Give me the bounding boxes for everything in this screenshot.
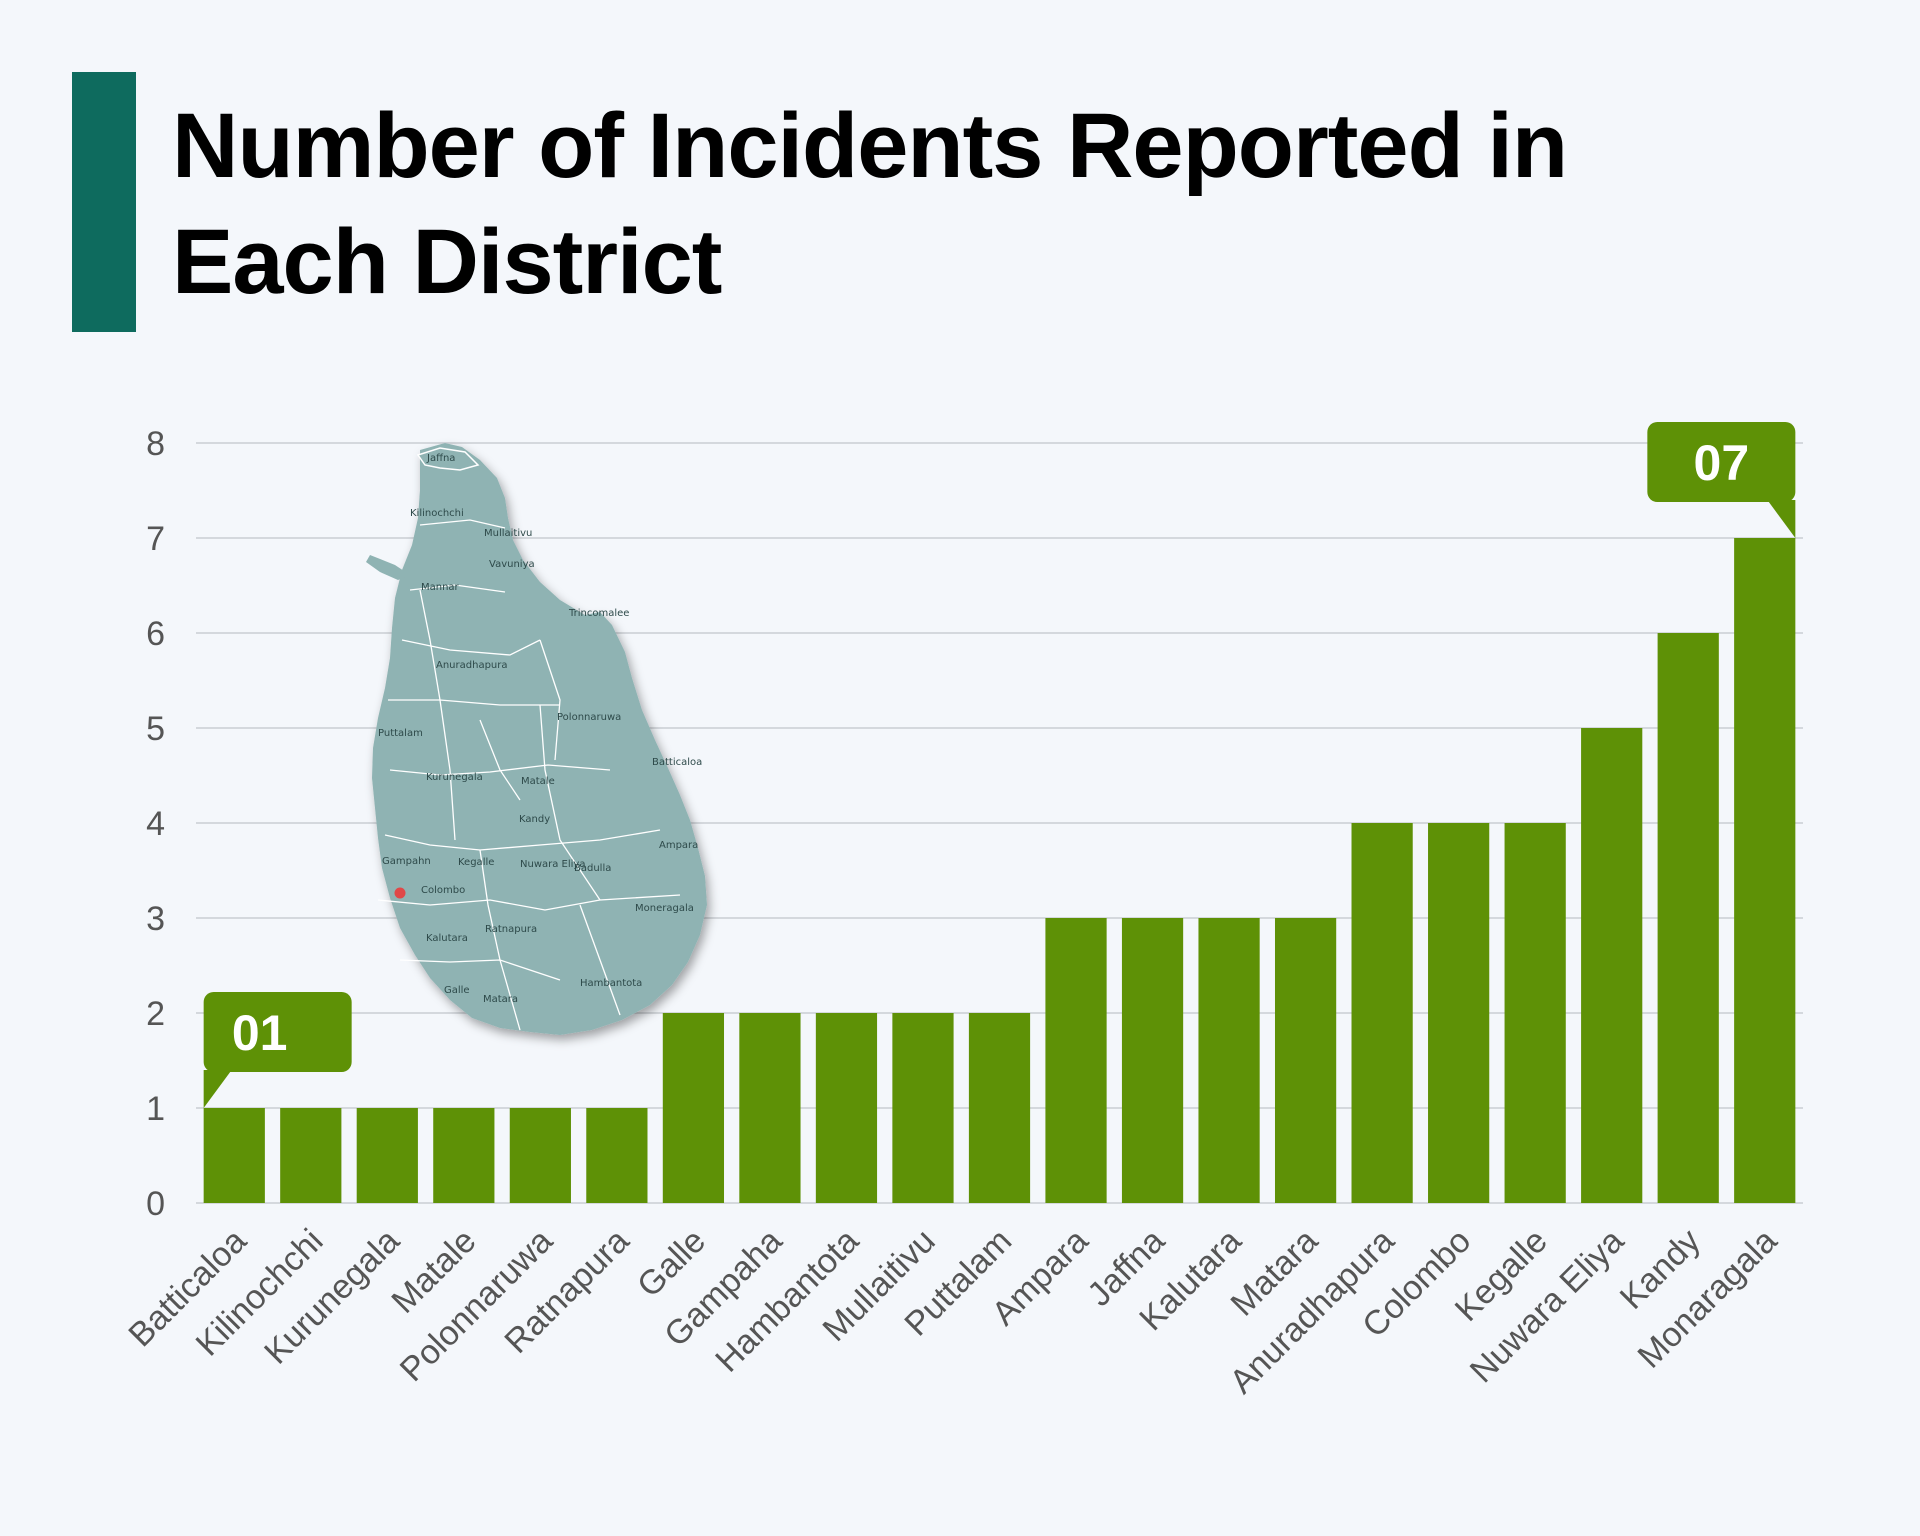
y-tick-label-4: 4: [146, 805, 165, 843]
map-label-vavuniya: Vavuniya: [489, 559, 535, 570]
bar-monaragala: [1734, 538, 1796, 1203]
bar-colombo: [1428, 823, 1490, 1203]
map-colombo-marker: [394, 887, 406, 899]
bar-kalutara: [1198, 918, 1260, 1203]
chart-title-line-2: Each District: [172, 211, 722, 313]
map-border-4: [539, 639, 561, 761]
callout-monaragala: 07: [1647, 422, 1796, 538]
map-label-kalutara: Kalutara: [426, 933, 468, 944]
bar-ampara: [1045, 918, 1107, 1203]
callout-box: [203, 992, 352, 1072]
map-label-anuradhapura: Anuradhapura: [436, 660, 508, 671]
bar-batticaloa: [203, 1108, 265, 1203]
map-label-puttalam: Puttalam: [378, 728, 423, 739]
value-callouts: 01 07: [203, 422, 1796, 1108]
chart-title: Number of Incidents Reported in Each Dis…: [172, 88, 1772, 320]
map-label-batticaloa: Batticaloa: [652, 757, 702, 768]
map-border-8: [539, 704, 601, 901]
map-label-matale: Matale: [521, 776, 555, 787]
bar-anuradhapura: [1351, 823, 1413, 1203]
bar-hambantota: [815, 1013, 878, 1203]
map-label-polonnaruwa: Polonnaruwa: [557, 712, 621, 723]
map-label-hambantota: Hambantota: [580, 978, 642, 989]
y-tick-label-2: 2: [146, 995, 165, 1033]
map-label-gampahn: Gampahn: [382, 856, 431, 867]
map-border-7: [439, 699, 456, 841]
map-label-matara: Matara: [483, 994, 518, 1005]
map-label-kilinochchi: Kilinochchi: [410, 508, 464, 519]
map-label-kurunegala: Kurunegala: [426, 772, 483, 783]
map-peninsula-shape: [416, 447, 480, 471]
y-tick-label-1: 1: [146, 1090, 165, 1128]
map-border-0: [419, 519, 506, 529]
bar-jaffna: [1121, 918, 1184, 1203]
bars: [203, 538, 1796, 1203]
y-axis-ticks: 0 1 2 3 4 5 6 7 8: [146, 425, 165, 1223]
bar-puttalam: [968, 1013, 1031, 1203]
map-border-3: [419, 589, 441, 701]
bar-kegalle: [1504, 823, 1566, 1203]
callout-value: 07: [1694, 435, 1750, 491]
y-tick-label-3: 3: [146, 900, 165, 938]
y-tick-label-7: 7: [146, 520, 165, 558]
map-label-ampara: Ampara: [659, 840, 698, 851]
bar-gampaha: [739, 1013, 801, 1203]
y-tick-label-8: 8: [146, 425, 165, 463]
map-border-1: [409, 584, 506, 593]
map-island-shape: [372, 443, 707, 1035]
map-label-colombo: Colombo: [421, 885, 465, 896]
bar-mullaitivu: [892, 1013, 954, 1203]
bar-matale: [433, 1108, 495, 1203]
y-tick-label-6: 6: [146, 615, 165, 653]
bar-matara: [1274, 918, 1337, 1203]
bar-kilinochchi: [280, 1108, 342, 1203]
map-label-badulla: Badulla: [574, 863, 611, 874]
map-border-12: [399, 959, 561, 981]
map-label-ratnapura: Ratnapura: [485, 924, 537, 935]
map-border-5: [388, 699, 560, 706]
map-label-galle: Galle: [444, 985, 470, 996]
map-label-mannar: Mannar: [421, 582, 460, 593]
bar-galle: [662, 1013, 725, 1203]
sri-lanka-district-map-icon: Jaffna Kilinochchi Mullaitivu Vavuniya Manna…: [366, 443, 707, 1035]
bar-kandy: [1657, 633, 1719, 1203]
bar-ratnapura: [586, 1108, 648, 1203]
callout-value: 01: [232, 1005, 288, 1061]
map-border-9: [384, 829, 661, 851]
map-border-14: [479, 719, 521, 801]
callout-box: [1647, 422, 1796, 502]
title-accent-bar: [72, 72, 136, 332]
map-label-kegalle: Kegalle: [458, 857, 494, 868]
map-border-10: [377, 894, 681, 911]
map-islet-shape: [366, 555, 410, 580]
map-label-jaffna: Jaffna: [426, 453, 455, 464]
map-border-13: [579, 904, 621, 1016]
y-tick-label-0: 0: [146, 1185, 165, 1223]
x-axis-labels: BatticaloaKilinochchiKurunegalaMatalePol…: [121, 1222, 1784, 1401]
callout-pointer: [1767, 500, 1796, 538]
map-label-mullaitivu: Mullaitivu: [484, 528, 532, 539]
y-tick-label-5: 5: [146, 710, 165, 748]
map-label-trincomalee: Trincomalee: [568, 608, 629, 619]
bar-nuwara-eliya: [1581, 728, 1643, 1203]
map-label-nuwara-eliya: Nuwara Eliya: [520, 859, 585, 870]
chart-title-line-1: Number of Incidents Reported in: [172, 95, 1568, 197]
bar-polonnaruwa: [509, 1108, 571, 1203]
map-label-kandy: Kandy: [519, 814, 550, 825]
map-border-11: [479, 849, 521, 1031]
map-border-2: [401, 639, 541, 656]
bar-kurunegala: [356, 1108, 418, 1203]
map-label-moneragala: Moneragala: [635, 903, 694, 914]
callout-pointer: [203, 1070, 232, 1108]
map-border-6: [389, 764, 611, 776]
callout-batticaloa: 01: [203, 992, 352, 1108]
